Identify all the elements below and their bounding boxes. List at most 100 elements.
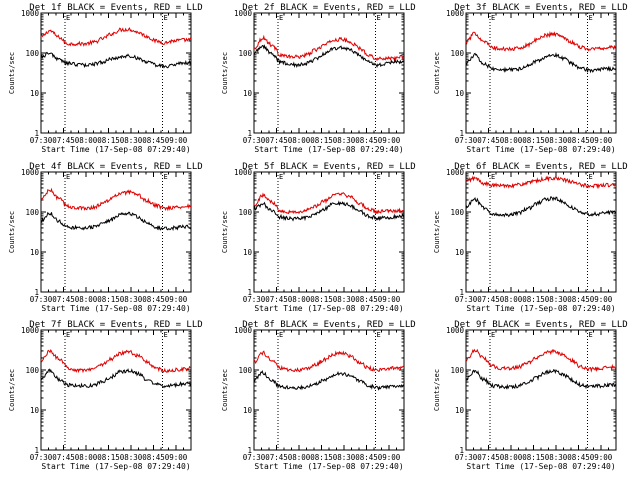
x-tick-label: 07:30 [243,295,266,304]
x-axis-label: Start Time (17-Sep-08 07:29:40) [254,304,403,313]
y-tick-label: 100 [25,49,39,58]
x-tick-label: 08:15 [97,295,120,304]
marker-label: E [589,331,593,339]
y-axis-label: Counts/sec [8,211,16,253]
series-red-lld [465,30,617,52]
x-axis-label: Start Time (17-Sep-08 07:29:40) [466,304,615,313]
plot-frame [253,12,405,134]
marker-label: E [589,173,593,181]
x-tick-label: 07:45 [52,136,75,145]
plot-frame [465,329,617,451]
x-tick-label: 07:45 [477,295,500,304]
series-black-events [40,368,192,389]
marker-label: E [164,14,168,22]
y-tick-label: 10 [455,406,465,415]
y-axis-label: Counts/sec [433,211,441,253]
y-tick-label: 100 [238,49,252,58]
plot-frame [40,329,192,451]
marker-label: E [66,14,70,22]
x-tick-label: 09:00 [378,453,401,462]
panel-3: Det 3f BLACK = Events, RED = LLD 1 10 100 10… [433,3,628,154]
panel-title: Det 1f BLACK = Events, RED = LLD [29,3,202,13]
y-tick-label: 1 [459,446,464,455]
panel-title: Det 2f BLACK = Events, RED = LLD [242,3,415,13]
x-tick-label: 08:15 [522,453,545,462]
y-tick-label: 10 [30,248,40,257]
x-tick-label: 08:45 [355,453,378,462]
panel-4: Det 4f BLACK = Events, RED = LLD 1 10 100 10… [8,162,203,313]
y-tick-label: 100 [450,366,464,375]
y-axis-label: Counts/sec [433,369,441,411]
x-tick-label: 08:15 [310,136,333,145]
y-tick-label: 1 [34,288,39,297]
series-black-events [465,368,617,390]
panel-9: Det 9f BLACK = Events, RED = LLD 1 10 100 10… [433,320,628,471]
x-tick-label: 07:45 [52,453,75,462]
x-tick-label: 08:45 [567,453,590,462]
x-tick-label: 09:00 [590,136,613,145]
x-tick-label: 08:30 [333,453,356,462]
series-black-events [253,44,405,69]
y-tick-label: 10 [243,406,253,415]
x-tick-label: 08:00 [500,136,523,145]
x-tick-label: 07:45 [52,295,75,304]
marker-label: E [377,331,381,339]
x-tick-label: 07:30 [30,136,53,145]
x-tick-label: 08:15 [97,453,120,462]
panel-7: Det 7f BLACK = Events, RED = LLD 1 10 100 10… [8,320,203,471]
panel-title: Det 9f BLACK = Events, RED = LLD [454,320,627,330]
y-tick-label: 10 [30,89,40,98]
x-tick-label: 08:15 [97,136,120,145]
x-tick-label: 09:00 [165,136,188,145]
x-tick-label: 07:30 [243,136,266,145]
x-tick-label: 07:45 [265,453,288,462]
panel-title: Det 4f BLACK = Events, RED = LLD [29,162,202,172]
y-tick-label: 100 [25,208,39,217]
series-black-events [253,200,405,222]
series-red-lld [465,348,617,373]
y-tick-label: 10 [243,248,253,257]
series-red-lld [253,192,405,215]
x-tick-label: 07:45 [477,453,500,462]
y-tick-label: 1000 [234,326,253,335]
x-tick-label: 07:30 [243,453,266,462]
x-tick-label: 08:30 [120,136,143,145]
panel-6: Det 6f BLACK = Events, RED = LLD 1 10 100 10… [433,162,628,313]
series-black-events [40,211,192,232]
panel-2: Det 2f BLACK = Events, RED = LLD 1 10 100 10… [221,3,416,154]
x-tick-label: 08:00 [288,295,311,304]
y-tick-label: 1000 [234,9,253,18]
series-red-lld [40,187,192,212]
marker-label: E [164,331,168,339]
panel-1: Det 1f BLACK = Events, RED = LLD 1 10 100 10… [8,3,203,154]
plot-frame [253,329,405,451]
x-tick-label: 08:15 [310,453,333,462]
x-tick-label: 08:00 [500,453,523,462]
x-tick-label: 08:45 [142,136,165,145]
x-axis-label: Start Time (17-Sep-08 07:29:40) [41,304,190,313]
x-tick-label: 08:45 [567,136,590,145]
x-tick-label: 08:45 [142,453,165,462]
x-axis-label: Start Time (17-Sep-08 07:29:40) [41,145,190,154]
y-axis-label: Counts/sec [221,369,229,411]
y-axis-label: Counts/sec [433,52,441,94]
x-tick-label: 08:45 [355,136,378,145]
y-tick-label: 100 [450,49,464,58]
series-red-lld [40,348,192,374]
x-tick-label: 09:00 [165,453,188,462]
y-axis-label: Counts/sec [221,211,229,253]
x-tick-label: 09:00 [378,136,401,145]
x-tick-label: 07:30 [455,453,478,462]
x-tick-label: 07:30 [30,453,53,462]
y-tick-label: 1 [459,288,464,297]
x-tick-label: 08:45 [355,295,378,304]
y-tick-label: 1000 [21,168,40,177]
y-tick-label: 10 [30,406,40,415]
x-tick-label: 08:30 [333,295,356,304]
x-tick-label: 08:30 [120,453,143,462]
marker-label: E [589,14,593,22]
plot-frame [253,171,405,293]
y-tick-label: 1 [247,129,252,138]
panel-title: Det 3f BLACK = Events, RED = LLD [454,3,627,13]
